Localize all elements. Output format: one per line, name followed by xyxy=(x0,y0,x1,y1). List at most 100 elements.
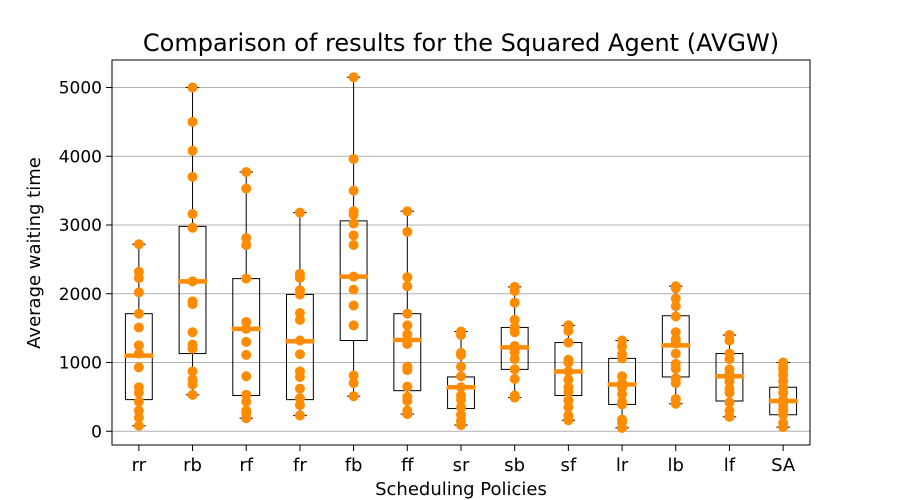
grid-lines xyxy=(112,87,810,432)
y-tick-label: 0 xyxy=(91,422,102,442)
x-tick-label: SA xyxy=(771,455,796,476)
data-point xyxy=(348,284,359,295)
x-tick-label: rr xyxy=(132,455,147,476)
x-tick-label: lr xyxy=(616,455,629,476)
data-point xyxy=(670,393,681,404)
data-point xyxy=(133,382,144,393)
data-point xyxy=(402,272,413,283)
data-point xyxy=(133,287,144,298)
data-point xyxy=(402,391,413,402)
data-point xyxy=(402,338,413,349)
data-point xyxy=(187,389,198,400)
data-point xyxy=(187,327,198,338)
data-point xyxy=(187,276,198,287)
data-point xyxy=(133,348,144,359)
data-point xyxy=(563,395,574,406)
data-point xyxy=(187,222,198,233)
x-tick-label: ff xyxy=(401,455,414,476)
axes-layer: 0 1000 2000 3000 4000 5000 rr rb rf fr fb ff sr sb sf l… xyxy=(59,59,811,476)
data-point xyxy=(563,374,574,385)
data-point xyxy=(241,405,252,416)
data-point xyxy=(294,393,305,404)
data-point xyxy=(456,402,466,413)
data-point xyxy=(509,374,520,384)
data-point xyxy=(348,320,359,331)
y-tick-label: 1000 xyxy=(59,354,102,374)
data-point xyxy=(617,371,628,382)
data-point xyxy=(617,349,628,360)
points-layer xyxy=(133,72,789,433)
y-tick-label: 3000 xyxy=(59,216,102,236)
data-point xyxy=(241,273,252,284)
data-point xyxy=(402,206,413,217)
data-point xyxy=(402,226,413,237)
data-point xyxy=(241,183,252,194)
data-point xyxy=(724,330,735,340)
data-point xyxy=(187,209,198,219)
data-point xyxy=(348,72,359,83)
data-point xyxy=(241,239,252,250)
data-point xyxy=(348,218,359,229)
data-point xyxy=(402,329,413,340)
data-point xyxy=(563,402,574,413)
data-point xyxy=(133,308,144,319)
data-point xyxy=(778,418,789,428)
data-point xyxy=(187,296,198,307)
data-point xyxy=(402,320,413,331)
data-point xyxy=(563,382,574,393)
data-point xyxy=(509,297,520,308)
data-point xyxy=(563,354,574,365)
data-point xyxy=(509,341,520,351)
data-point xyxy=(241,323,252,334)
data-point xyxy=(509,314,520,325)
data-point xyxy=(187,82,198,93)
data-point xyxy=(509,390,520,401)
data-point xyxy=(670,334,681,345)
data-point xyxy=(241,389,252,400)
data-point xyxy=(617,414,628,425)
y-tick-label: 4000 xyxy=(59,147,102,167)
data-point xyxy=(294,314,305,325)
data-point xyxy=(348,370,359,381)
data-point xyxy=(456,390,466,401)
data-point xyxy=(133,362,144,373)
data-point xyxy=(456,361,466,372)
x-axis-label: Scheduling Policies xyxy=(375,479,547,500)
data-point xyxy=(509,281,520,292)
data-point xyxy=(456,409,466,420)
data-point xyxy=(724,364,735,375)
data-point xyxy=(241,396,252,407)
data-point xyxy=(778,394,789,405)
data-point xyxy=(778,357,789,368)
data-point xyxy=(187,145,198,156)
data-point xyxy=(294,268,305,279)
data-point xyxy=(563,320,574,331)
data-point xyxy=(456,326,466,337)
data-point xyxy=(187,366,198,377)
data-point xyxy=(133,322,144,333)
x-tick-label: sf xyxy=(561,455,577,476)
data-point xyxy=(670,327,681,338)
data-point xyxy=(348,230,359,241)
data-point xyxy=(133,396,144,407)
data-point xyxy=(241,233,252,244)
data-point xyxy=(294,410,305,421)
data-point xyxy=(241,336,252,347)
data-point xyxy=(670,348,681,359)
data-point xyxy=(563,337,574,348)
data-point xyxy=(133,420,144,431)
data-point xyxy=(509,354,520,365)
data-point xyxy=(617,396,628,407)
data-point xyxy=(509,364,520,375)
data-point xyxy=(617,335,628,346)
x-tick-label: sr xyxy=(453,455,470,476)
data-point xyxy=(133,239,144,250)
data-point xyxy=(670,301,681,312)
data-point xyxy=(509,322,520,333)
data-point xyxy=(670,281,681,292)
data-point xyxy=(348,185,359,196)
data-point xyxy=(724,383,735,394)
data-point xyxy=(294,207,305,218)
data-point xyxy=(402,281,413,292)
